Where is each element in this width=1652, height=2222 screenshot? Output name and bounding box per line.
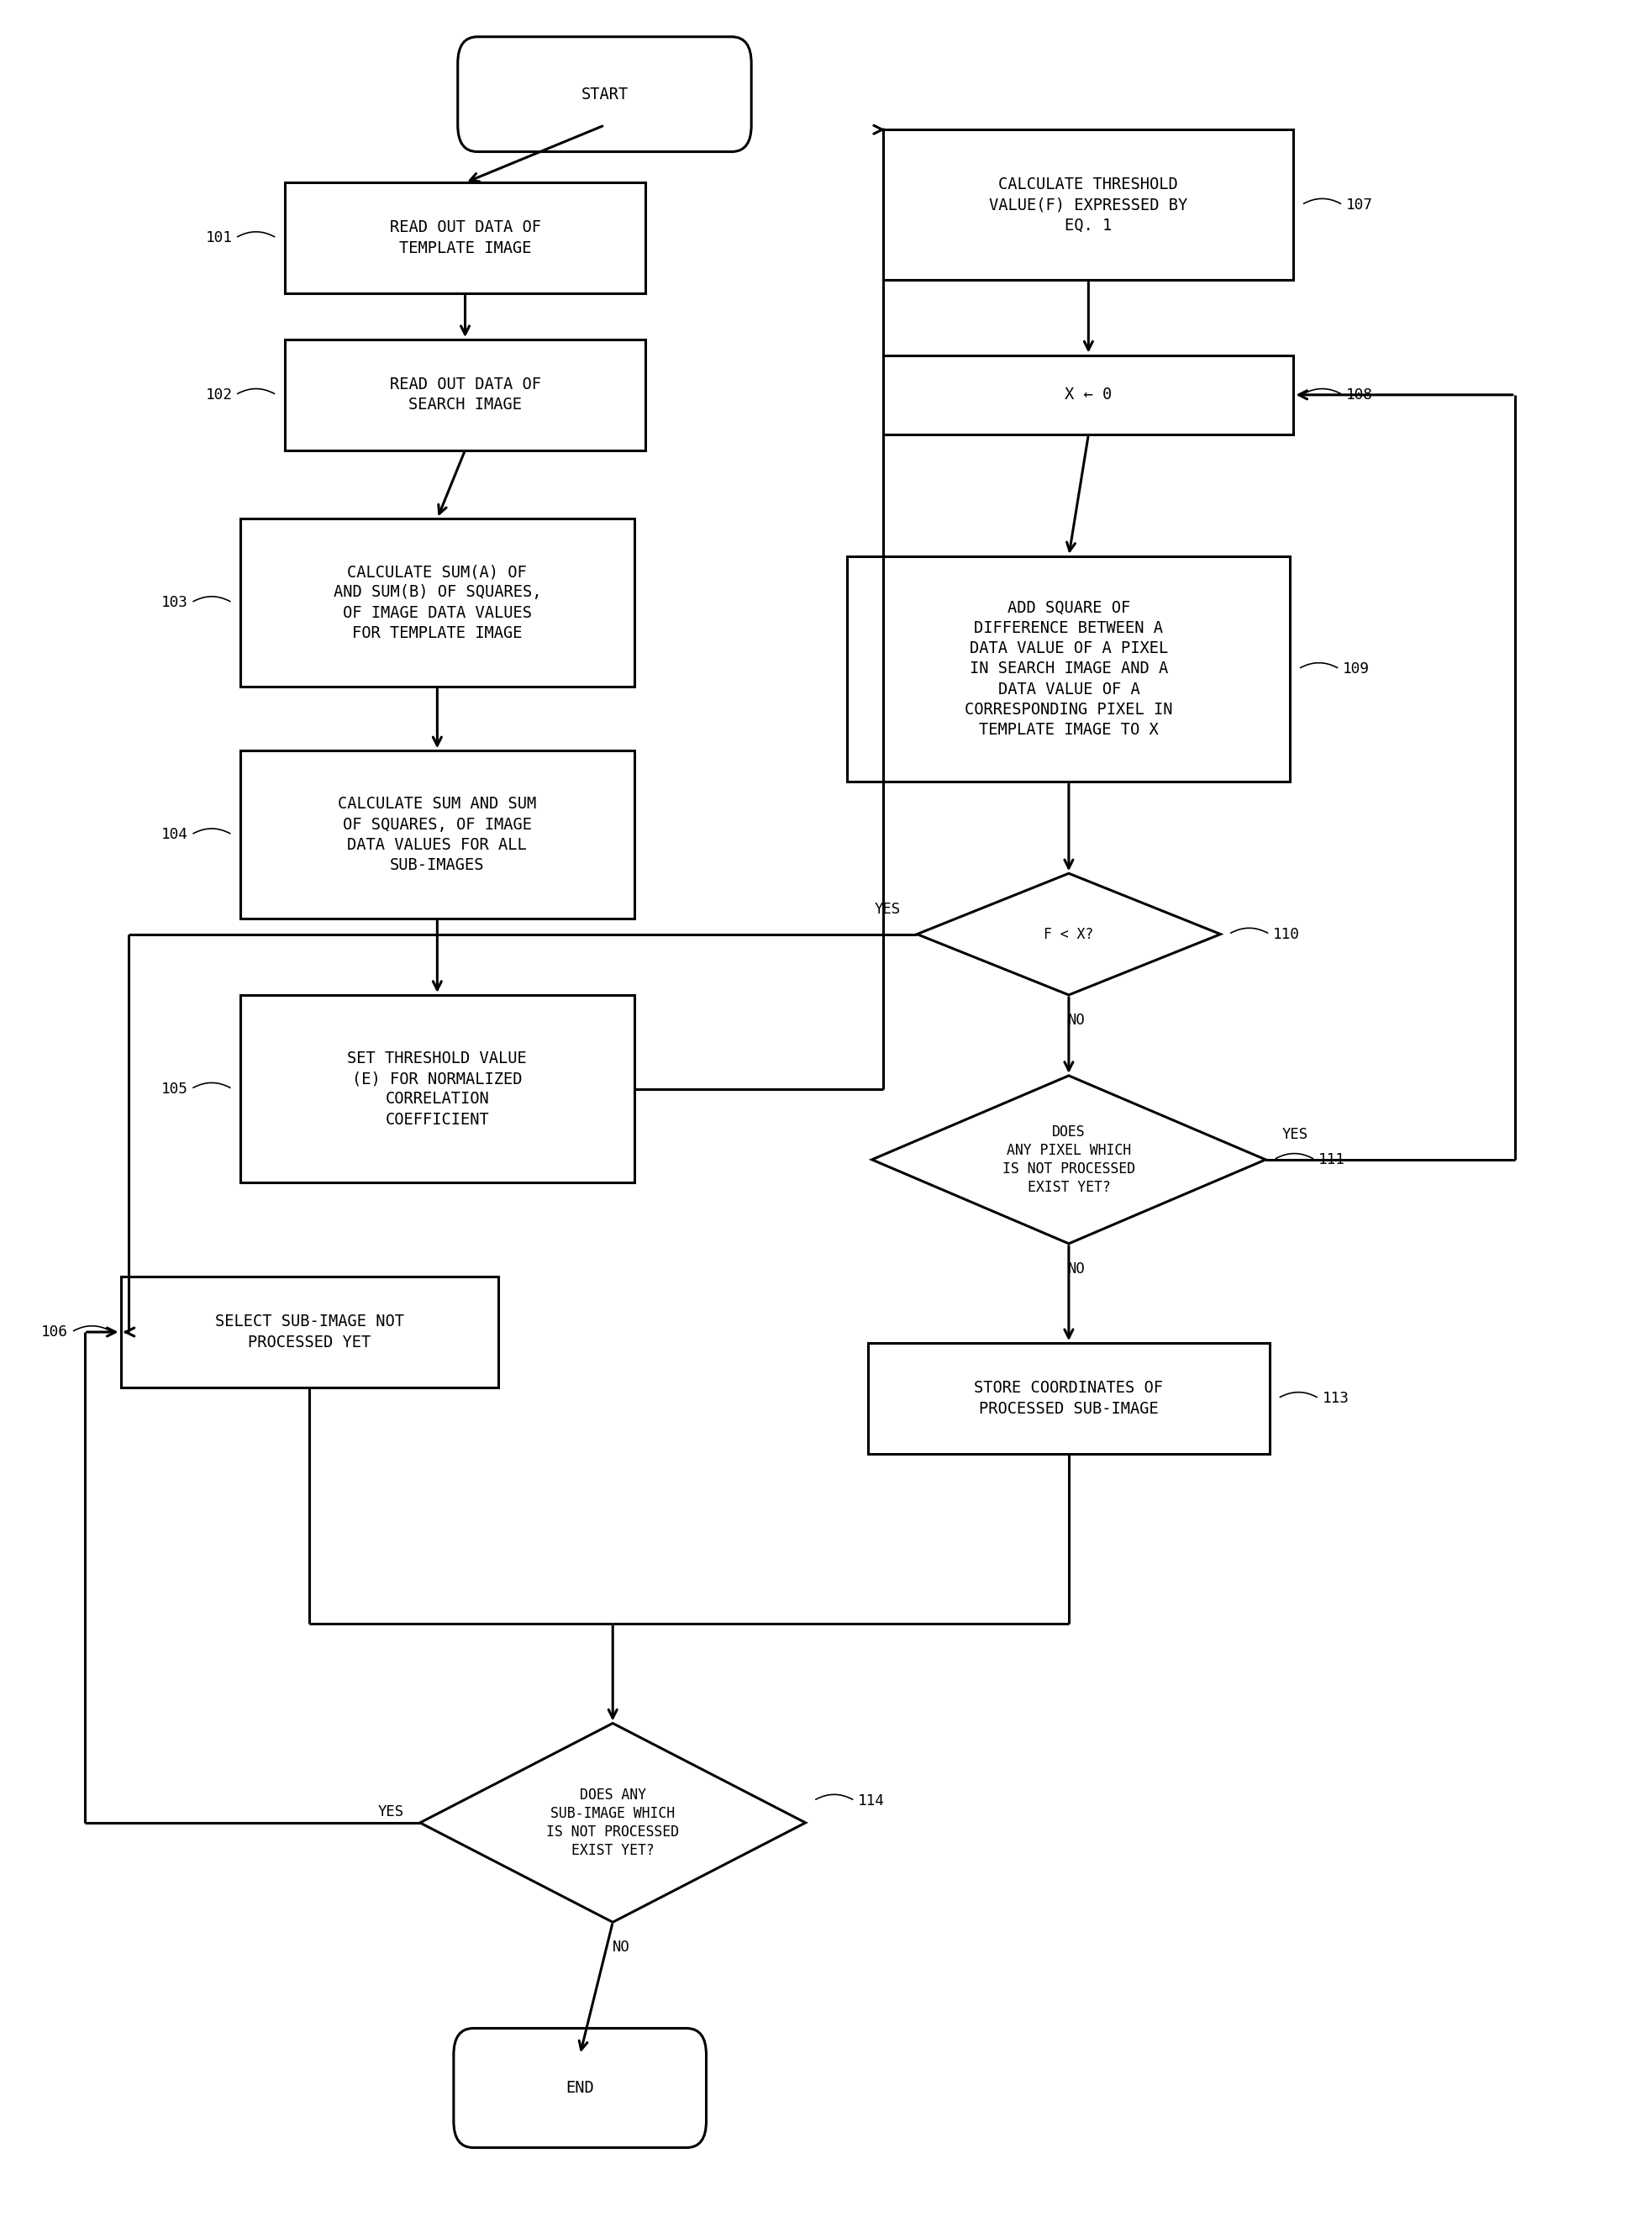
Text: 111: 111	[1318, 1151, 1345, 1167]
FancyBboxPatch shape	[284, 340, 646, 451]
FancyBboxPatch shape	[884, 129, 1294, 280]
FancyBboxPatch shape	[847, 556, 1290, 782]
FancyBboxPatch shape	[241, 995, 634, 1182]
Text: DOES ANY
SUB-IMAGE WHICH
IS NOT PROCESSED
EXIST YET?: DOES ANY SUB-IMAGE WHICH IS NOT PROCESSE…	[547, 1786, 679, 1858]
Text: STORE COORDINATES OF
PROCESSED SUB-IMAGE: STORE COORDINATES OF PROCESSED SUB-IMAGE	[975, 1380, 1163, 1415]
Text: ADD SQUARE OF
DIFFERENCE BETWEEN A
DATA VALUE OF A PIXEL
IN SEARCH IMAGE AND A
D: ADD SQUARE OF DIFFERENCE BETWEEN A DATA …	[965, 600, 1173, 738]
FancyBboxPatch shape	[458, 38, 752, 151]
Polygon shape	[420, 1724, 806, 1922]
Text: X ← 0: X ← 0	[1066, 387, 1112, 402]
Text: 106: 106	[41, 1324, 68, 1340]
Text: READ OUT DATA OF
TEMPLATE IMAGE: READ OUT DATA OF TEMPLATE IMAGE	[390, 220, 540, 256]
FancyBboxPatch shape	[867, 1342, 1270, 1453]
Text: START: START	[582, 87, 628, 102]
Text: F < X?: F < X?	[1044, 927, 1094, 942]
FancyBboxPatch shape	[121, 1278, 497, 1387]
Text: 101: 101	[205, 231, 233, 244]
Text: CALCULATE SUM(A) OF
AND SUM(B) OF SQUARES,
OF IMAGE DATA VALUES
FOR TEMPLATE IMA: CALCULATE SUM(A) OF AND SUM(B) OF SQUARE…	[334, 564, 542, 642]
Text: 110: 110	[1274, 927, 1300, 942]
Text: YES: YES	[377, 1804, 403, 1820]
Text: YES: YES	[874, 902, 900, 915]
FancyBboxPatch shape	[241, 751, 634, 918]
Text: SELECT SUB-IMAGE NOT
PROCESSED YET: SELECT SUB-IMAGE NOT PROCESSED YET	[215, 1313, 403, 1351]
Text: END: END	[565, 2080, 595, 2095]
FancyBboxPatch shape	[454, 2029, 707, 2149]
Text: SET THRESHOLD VALUE
(E) FOR NORMALIZED
CORRELATION
COEFFICIENT: SET THRESHOLD VALUE (E) FOR NORMALIZED C…	[347, 1051, 527, 1127]
Text: NO: NO	[1069, 1013, 1085, 1029]
FancyBboxPatch shape	[284, 182, 646, 293]
Text: CALCULATE SUM AND SUM
OF SQUARES, OF IMAGE
DATA VALUES FOR ALL
SUB-IMAGES: CALCULATE SUM AND SUM OF SQUARES, OF IMA…	[339, 795, 537, 873]
Text: 108: 108	[1346, 387, 1373, 402]
Text: CALCULATE THRESHOLD
VALUE(F) EXPRESSED BY
EQ. 1: CALCULATE THRESHOLD VALUE(F) EXPRESSED B…	[990, 176, 1188, 233]
Text: 102: 102	[205, 387, 233, 402]
Text: 109: 109	[1343, 662, 1370, 675]
FancyBboxPatch shape	[884, 356, 1294, 436]
Text: 113: 113	[1322, 1391, 1350, 1407]
Text: 114: 114	[857, 1793, 885, 1809]
Text: NO: NO	[1069, 1262, 1085, 1275]
Text: 104: 104	[162, 827, 188, 842]
Text: 103: 103	[162, 595, 188, 611]
Text: NO: NO	[613, 1940, 629, 1955]
Text: YES: YES	[1282, 1127, 1308, 1142]
Text: 105: 105	[162, 1082, 188, 1095]
Polygon shape	[917, 873, 1221, 995]
Text: READ OUT DATA OF
SEARCH IMAGE: READ OUT DATA OF SEARCH IMAGE	[390, 378, 540, 413]
Polygon shape	[872, 1075, 1265, 1244]
Text: DOES
ANY PIXEL WHICH
IS NOT PROCESSED
EXIST YET?: DOES ANY PIXEL WHICH IS NOT PROCESSED EX…	[1003, 1124, 1135, 1195]
FancyBboxPatch shape	[241, 518, 634, 687]
Text: 107: 107	[1346, 198, 1373, 213]
